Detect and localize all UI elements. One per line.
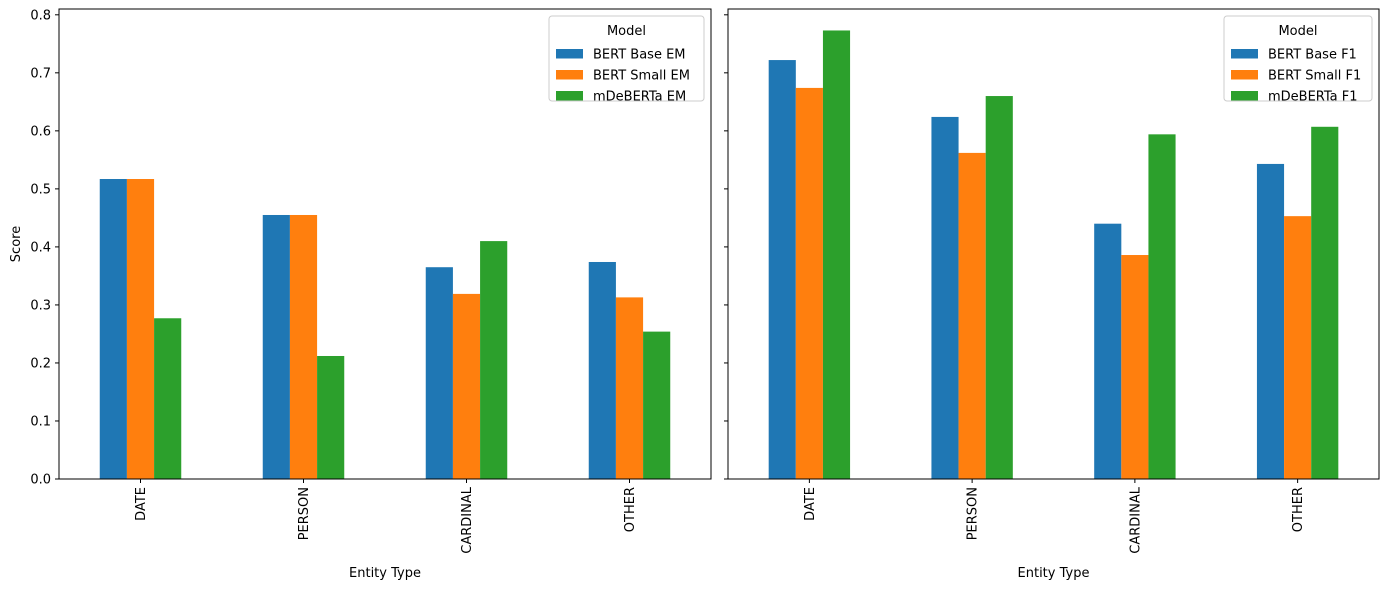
- chart-panel-1: 0.0 0.1 0.2 0.3 0.4 0.5 0.6 0.7 0.8 DATE PERSON CAR…: [9, 8, 712, 581]
- legend-swatch-3: [556, 91, 583, 101]
- legend-title: Model: [607, 24, 646, 39]
- y-tick-label: 0.4: [30, 240, 51, 255]
- x-tick-label-cardinal: CARDINAL: [1128, 486, 1143, 553]
- legend-box: [548, 15, 705, 102]
- legend: Model BERT Base EM BERT Small EM mDeBERTa E…: [548, 15, 705, 105]
- plot-frame: [58, 8, 712, 480]
- x-tick-label-cardinal: CARDINAL: [460, 486, 475, 553]
- bar-person-series-3: [317, 355, 345, 479]
- legend-entry-2: BERT Small F1: [1268, 69, 1361, 84]
- bar-cardinal-series-2: [1121, 255, 1149, 479]
- bar-cardinal-series-3: [480, 241, 508, 479]
- y-tick-label: 0.7: [30, 66, 51, 81]
- legend-entry-1: BERT Base F1: [1268, 48, 1357, 63]
- x-tick-label-other: OTHER: [623, 487, 638, 532]
- legend-box: [1223, 15, 1373, 102]
- legend: Model BERT Base F1 BERT Small F1 mDeBERTa F…: [1223, 15, 1373, 105]
- bar-date-series-1: [768, 60, 796, 480]
- bar-cardinal-series-1: [1094, 223, 1122, 479]
- plot-frame: [727, 8, 1380, 480]
- y-tick-label: 0.3: [30, 298, 51, 313]
- bar-person-series-2: [958, 152, 986, 479]
- chart-panel-2: DATE PERSON CARDINAL OTHER Entity Type Model B…: [724, 8, 1380, 581]
- bar-other-series-3: [643, 331, 671, 479]
- x-axis-label: Entity Type: [1018, 566, 1090, 581]
- bar-other-series-2: [1284, 216, 1312, 479]
- bar-cardinal-series-3: [1148, 134, 1176, 479]
- bar-date-series-2: [126, 179, 155, 479]
- x-tick-label-person: PERSON: [966, 487, 981, 540]
- legend-swatch-1: [1231, 49, 1258, 59]
- legend-title: Model: [1278, 24, 1317, 39]
- bar-cardinal-series-1: [425, 267, 453, 479]
- legend-entry-3: mDeBERTa EM: [593, 90, 686, 105]
- x-tick-label-person: PERSON: [297, 487, 312, 540]
- bar-other-series-1: [588, 261, 616, 479]
- x-tick-label-other: OTHER: [1291, 487, 1306, 532]
- legend-entry-2: BERT Small EM: [593, 69, 690, 84]
- legend-swatch-3: [1231, 91, 1258, 101]
- bar-date-series-3: [154, 318, 182, 479]
- bar-other-series-3: [1311, 126, 1339, 479]
- bar-person-series-3: [985, 96, 1013, 479]
- bar-date-series-2: [795, 87, 823, 479]
- bar-person-series-1: [931, 116, 959, 480]
- y-tick-label: 0.2: [30, 356, 51, 371]
- y-tick-label: 0.0: [30, 473, 51, 488]
- legend-swatch-2: [556, 70, 583, 80]
- y-tick-label: 0.1: [30, 414, 51, 429]
- legend-entry-3: mDeBERTa F1: [1268, 90, 1358, 105]
- bar-person-series-2: [289, 214, 318, 480]
- bar-person-series-1: [262, 214, 290, 480]
- legend-swatch-2: [1231, 70, 1258, 80]
- y-tick-label: 0.6: [30, 124, 51, 139]
- y-tick-label: 0.5: [30, 182, 51, 197]
- x-axis-label: Entity Type: [349, 566, 421, 581]
- x-tick-label-date: DATE: [803, 487, 818, 521]
- bar-date-series-1: [99, 179, 127, 479]
- bar-date-series-3: [822, 30, 851, 479]
- bar-other-series-1: [1256, 163, 1285, 479]
- y-axis-label: Score: [9, 226, 24, 262]
- y-tick-label: 0.8: [30, 8, 51, 23]
- bar-other-series-2: [615, 297, 644, 479]
- bar-cardinal-series-2: [452, 293, 481, 479]
- legend-entry-1: BERT Base EM: [593, 48, 686, 63]
- x-tick-label-date: DATE: [134, 487, 149, 521]
- legend-swatch-1: [556, 49, 583, 59]
